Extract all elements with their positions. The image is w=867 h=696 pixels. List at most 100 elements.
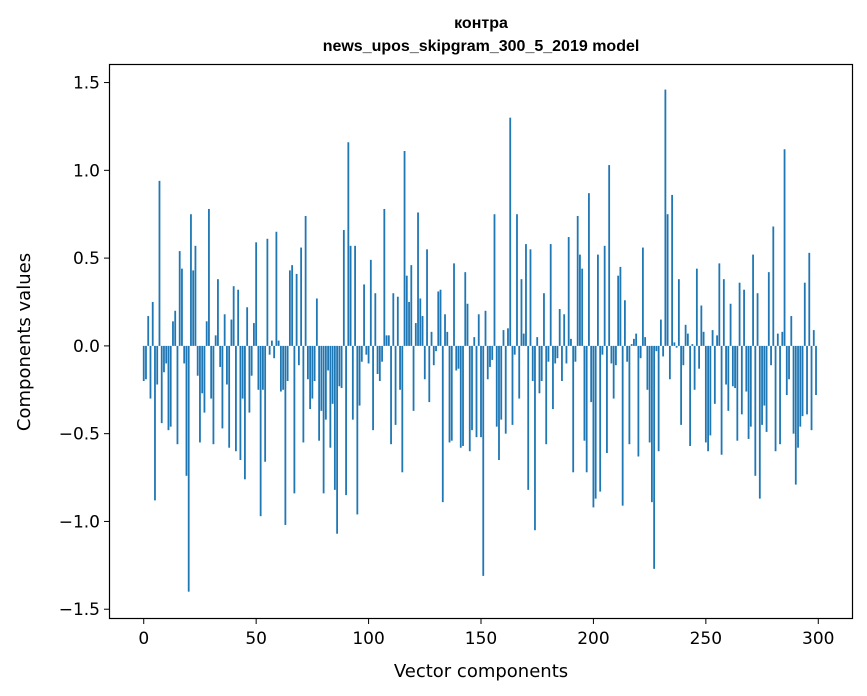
bar-component-258 [722,279,725,346]
bar-component-32 [214,335,217,346]
bar-component-155 [491,345,494,360]
bar-component-179 [545,345,548,445]
bar-component-108 [385,335,388,346]
bar-component-225 [648,345,651,443]
bar-component-278 [767,272,770,346]
bar-component-39 [230,319,233,346]
bar-component-172 [529,249,532,346]
bar-component-12 [169,345,172,427]
bar-component-276 [763,345,766,406]
bar-component-168 [520,279,523,346]
bar-component-269 [747,345,750,439]
bar-component-256 [718,263,721,346]
x-axis-label: Vector components [394,661,568,682]
bar-component-257 [720,345,723,455]
bar-component-188 [565,345,568,364]
bar-component-80 [322,345,325,494]
bar-component-213 [621,345,624,506]
bar-component-126 [426,249,428,346]
bar-component-112 [394,345,397,425]
bar-component-154 [489,345,491,367]
bar-component-84 [331,345,334,404]
bar-component-146 [471,345,473,431]
bar-component-202 [597,254,599,346]
bar-component-52 [259,345,262,517]
bar-component-274 [758,345,761,499]
bar-component-66 [291,265,294,346]
bar-component-9 [163,345,165,373]
bar-component-79 [320,345,323,411]
bar-component-120 [412,345,415,411]
bar-component-16 [178,251,181,346]
bar-component-113 [396,296,399,346]
bar-component-217 [630,344,633,346]
bar-component-33 [217,279,219,346]
bar-component-95 [356,345,359,515]
bar-component-87 [338,345,341,387]
bar-component-142 [462,345,464,446]
bar-component-28 [205,321,208,346]
bar-component-15 [176,345,179,445]
bar-component-38 [228,345,231,448]
bar-component-140 [457,345,460,369]
bar-component-136 [448,345,451,443]
bar-component-1 [145,345,147,380]
bar-component-232 [664,89,667,346]
bar-component-70 [300,247,303,346]
bar-component-106 [381,345,383,362]
bar-component-249 [702,331,705,346]
bar-component-183 [554,345,557,364]
bar-component-199 [590,345,593,403]
bar-component-14 [174,310,177,346]
bar-component-133 [441,345,444,503]
bar-component-134 [444,314,446,346]
bar-component-198 [588,193,590,346]
bar-component-284 [781,331,784,346]
bar-component-181 [549,244,552,346]
bar-component-100 [367,345,370,364]
bar-component-0 [142,345,145,381]
bar-component-93 [351,345,354,420]
bar-component-190 [570,338,572,346]
bar-component-116 [403,151,406,346]
bar-component-240 [682,345,685,366]
bar-component-4 [151,302,154,346]
bar-component-246 [695,268,698,346]
bar-component-189 [567,237,570,346]
bar-component-244 [691,344,694,346]
bar-component-90 [345,345,347,496]
bar-component-53 [262,345,264,390]
x-axis-ticks: 0 50 100 150 200 250 300 [138,618,834,649]
x-tick-label-150: 150 [465,629,497,649]
bar-component-102 [372,345,374,431]
bar-component-263 [734,345,736,389]
bar-component-277 [765,345,768,432]
bar-component-186 [561,345,563,381]
bar-component-286 [785,345,788,396]
bar-component-111 [392,293,395,346]
bar-component-127 [428,345,431,403]
bar-component-291 [797,345,799,448]
bar-component-224 [646,345,649,390]
bar-component-88 [340,345,343,389]
y-tick-label-1: −1.0 [59,512,100,532]
y-tick-label-0: −1.5 [59,600,100,620]
bar-component-282 [776,333,779,346]
bar-component-60 [277,340,280,346]
bar-component-119 [410,265,413,346]
bar-component-254 [713,345,716,404]
bar-component-73 [306,345,309,380]
bar-component-150 [480,345,482,438]
bar-component-223 [644,337,647,346]
bar-component-115 [401,345,404,473]
bar-component-18 [183,345,186,364]
bar-component-147 [473,337,476,346]
bar-component-11 [167,345,170,431]
bar-component-176 [538,345,541,394]
bar-component-298 [812,330,815,346]
bar-component-287 [788,345,790,380]
bar-component-105 [378,345,381,381]
y-tick-label-2: −0.5 [59,425,100,445]
bar-component-36 [223,314,226,346]
